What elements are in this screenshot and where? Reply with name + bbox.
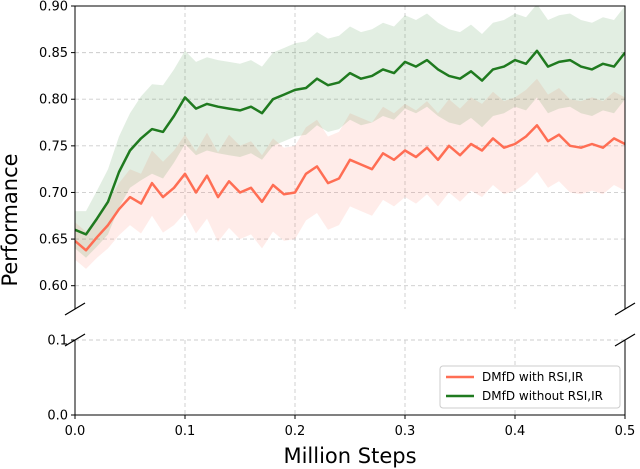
y-tick-label-bottom-1: 0.1 — [47, 334, 68, 349]
axis-break-mark-0 — [64, 302, 86, 316]
y-tick-label-top-5: 0.85 — [39, 46, 68, 61]
series-band-1 — [75, 6, 625, 258]
y-tick-label-bottom-0: 0.0 — [47, 409, 68, 424]
legend-label-with-rsi: DMfD with RSI,IR — [482, 370, 583, 384]
x-tick-label-4: 0.4 — [505, 424, 526, 439]
legend: DMfD with RSI,IR DMfD without RSI,IR — [439, 365, 621, 409]
y-tick-label-top-1: 0.65 — [39, 233, 68, 248]
x-tick-label-0: 0.0 — [65, 424, 86, 439]
legend-label-without-rsi: DMfD without RSI,IR — [482, 389, 603, 403]
bottom-panel-frame — [74, 340, 626, 416]
y-tick-label-top-3: 0.75 — [39, 139, 68, 154]
x-tick-label-5: 0.5 — [615, 424, 636, 439]
y-tick-label-top-6: 0.90 — [39, 0, 68, 15]
legend-box — [439, 365, 621, 409]
series-line-1 — [75, 49, 625, 236]
top-panel-frame — [74, 5, 626, 309]
x-axis-title: Million Steps — [283, 444, 416, 468]
axis-break-mark-1 — [614, 302, 636, 316]
y-axis-title: Performance — [0, 153, 22, 286]
y-tick-label-top-0: 0.60 — [39, 279, 68, 294]
x-tick-label-2: 0.2 — [285, 424, 306, 439]
x-tick-label-1: 0.1 — [175, 424, 196, 439]
axis-break-mark-3 — [614, 333, 636, 347]
x-tick-label-3: 0.3 — [395, 424, 416, 439]
series-band-0 — [75, 78, 625, 269]
series-line-0 — [75, 124, 625, 252]
y-tick-label-top-2: 0.70 — [39, 186, 68, 201]
y-tick-label-top-4: 0.80 — [39, 93, 68, 108]
